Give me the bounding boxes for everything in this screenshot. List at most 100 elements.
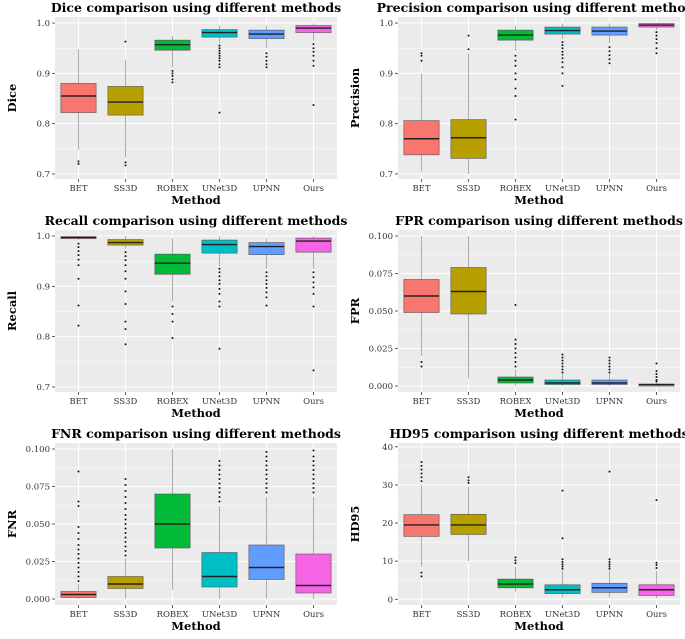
fnr-outlier-point bbox=[265, 460, 268, 462]
precision-outlier-point bbox=[514, 94, 517, 97]
recall-outlier-point bbox=[124, 255, 127, 258]
hd95-outlier-point bbox=[514, 556, 517, 559]
precision-outlier-point bbox=[561, 61, 564, 64]
fpr-box-unet3d bbox=[544, 353, 581, 386]
recall-outlier-point bbox=[218, 279, 221, 282]
precision-box-upnn bbox=[591, 23, 628, 65]
fnr-ytick-label: 0.025 bbox=[26, 558, 50, 568]
fnr-outlier-point bbox=[124, 508, 127, 510]
dice-plot-background bbox=[55, 17, 337, 179]
precision-box-body bbox=[450, 119, 487, 159]
dice-xtick-label: ROBEX bbox=[157, 184, 190, 194]
dice-outlier-point bbox=[218, 111, 221, 114]
fnr-outlier-point bbox=[124, 541, 127, 543]
precision-chart-title: Precision comparison using different met… bbox=[377, 0, 685, 15]
hd95-outlier-point bbox=[561, 567, 564, 570]
fpr-outlier-point bbox=[655, 380, 658, 383]
recall-outlier-point bbox=[265, 279, 268, 282]
hd95-outlier-point bbox=[655, 563, 658, 566]
fnr-outlier-point bbox=[77, 553, 80, 555]
recall-outlier-point bbox=[265, 282, 268, 285]
precision-outlier-point bbox=[608, 58, 611, 61]
recall-xtick-label: UPNN bbox=[253, 397, 281, 407]
fnr-chart: 0.000 0.025 0.050 0.075 0.100 BET SS3D ROBEX UNe… bbox=[5, 426, 341, 633]
fnr-outlier-point bbox=[218, 482, 221, 485]
hd95-outlier-point bbox=[420, 468, 423, 471]
fnr-outlier-point bbox=[312, 487, 315, 489]
fnr-outlier-point bbox=[218, 500, 221, 503]
dice-box-unet3d bbox=[201, 25, 238, 114]
fnr-box-robex bbox=[154, 449, 191, 590]
fpr-box-body bbox=[544, 379, 581, 385]
hd95-outlier-point bbox=[561, 537, 564, 540]
fnr-outlier-point bbox=[312, 455, 315, 458]
hd95-box-unet3d bbox=[544, 489, 581, 598]
recall-outlier-point bbox=[218, 300, 221, 303]
hd95-outlier-point bbox=[561, 489, 564, 492]
fpr-outlier-point bbox=[561, 365, 564, 368]
precision-ytick-label: 0.9 bbox=[379, 69, 393, 79]
fnr-outlier-point bbox=[124, 496, 127, 498]
dice-outlier-point bbox=[171, 81, 174, 84]
fpr-outlier-point bbox=[608, 356, 611, 359]
dice-outlier-point bbox=[124, 40, 127, 43]
fnr-outlier-point bbox=[124, 478, 127, 480]
dice-outlier-point bbox=[312, 64, 315, 67]
fpr-outlier-point bbox=[561, 359, 564, 362]
dice-box-ours bbox=[295, 23, 332, 107]
precision-ytick-label: 1.0 bbox=[379, 19, 393, 29]
recall-outlier-point bbox=[218, 275, 221, 278]
fnr-outlier-point bbox=[124, 502, 127, 504]
dice-outlier-point bbox=[265, 55, 268, 58]
hd95-outlier-point bbox=[608, 470, 611, 473]
precision-outlier-point bbox=[514, 87, 517, 90]
hd95-xtick-label: UNet3D bbox=[545, 610, 580, 620]
fpr-outlier-point bbox=[608, 368, 611, 371]
fnr-ytick-label: 0.075 bbox=[26, 483, 50, 493]
fnr-outlier-point bbox=[77, 548, 80, 551]
precision-outlier-point bbox=[467, 34, 470, 37]
fpr-outlier-point bbox=[608, 359, 611, 362]
fnr-outlier-point bbox=[124, 514, 127, 516]
precision-xtick-label: UPNN bbox=[596, 184, 624, 194]
dice-ytick-label: 1.0 bbox=[36, 19, 50, 29]
dice-outlier-point bbox=[77, 162, 80, 165]
recall-box-bet bbox=[60, 236, 97, 327]
recall-box-ours bbox=[295, 236, 332, 372]
precision-outlier-point bbox=[655, 47, 658, 50]
recall-xtick-label: SS3D bbox=[114, 397, 138, 407]
precision-box-unet3d bbox=[544, 23, 581, 87]
fpr-outlier-point bbox=[561, 353, 564, 356]
recall-outlier-point bbox=[77, 250, 80, 253]
fpr-x-axis-label: Method bbox=[514, 406, 563, 420]
fnr-outlier-point bbox=[265, 478, 268, 480]
fnr-box-unet3d bbox=[201, 460, 238, 599]
recall-outlier-point bbox=[218, 305, 221, 308]
hd95-box-ours bbox=[638, 499, 675, 599]
fpr-outlier-point bbox=[561, 356, 564, 359]
fpr-xtick-label: UPNN bbox=[596, 397, 624, 407]
hd95-outlier-point bbox=[561, 560, 564, 563]
precision-xtick-label: BET bbox=[412, 184, 430, 194]
recall-outlier-point bbox=[124, 264, 127, 267]
hd95-outlier-point bbox=[608, 560, 611, 563]
recall-outlier-point bbox=[265, 286, 268, 289]
recall-outlier-point bbox=[124, 302, 127, 305]
precision-outlier-point bbox=[608, 54, 611, 57]
fnr-outlier-point bbox=[312, 473, 315, 476]
fnr-y-axis-label: FNR bbox=[5, 509, 19, 538]
fpr-outlier-point bbox=[561, 371, 564, 374]
recall-outlier-point bbox=[312, 305, 315, 308]
hd95-outlier-point bbox=[561, 563, 564, 566]
dice-outlier-point bbox=[218, 57, 221, 60]
recall-xtick-label: ROBEX bbox=[157, 397, 190, 407]
fpr-outlier-point bbox=[514, 338, 517, 341]
fnr-box-body bbox=[248, 544, 285, 580]
hd95-xtick-label: ROBEX bbox=[500, 610, 533, 620]
hd95-outlier-point bbox=[420, 480, 423, 483]
fnr-outlier-point bbox=[77, 544, 80, 546]
recall-chart-title: Recall comparison using different method… bbox=[45, 213, 348, 228]
hd95-outlier-point bbox=[608, 567, 611, 570]
fpr-xtick-label: ROBEX bbox=[500, 397, 533, 407]
